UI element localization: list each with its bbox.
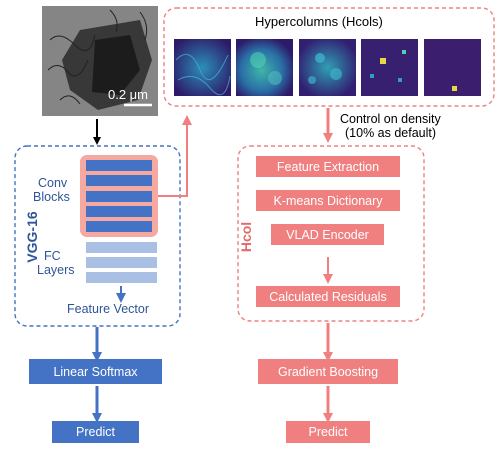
- kmeans-dictionary-box: K-means Dictionary: [256, 190, 400, 211]
- hypercolumns-box: [163, 7, 495, 107]
- hypercolumns-title: Hypercolumns (Hcols): [255, 14, 383, 29]
- vgg-box: [14, 145, 181, 327]
- density-note-line2: (10% as default): [345, 126, 437, 140]
- right-predict-box: Predict: [286, 421, 370, 443]
- hypercolumn-heatmaps: [174, 39, 481, 96]
- vgg-label: VGG-16: [24, 211, 40, 263]
- conv-label-line1: Conv: [38, 176, 68, 190]
- vlad-encoder-box: VLAD Encoder: [271, 224, 384, 245]
- fc-layer-1: [86, 242, 157, 253]
- linear-softmax-box: Linear Softmax: [29, 359, 162, 384]
- density-note-line1: Control on density: [340, 112, 441, 126]
- left-predict-box: Predict: [52, 421, 139, 443]
- hcol-label: Hcol: [238, 221, 254, 253]
- hcol-box: [237, 145, 425, 322]
- gradient-boosting-box: Gradient Boosting: [258, 359, 398, 384]
- scale-bar-label: 0.2 μm: [108, 87, 149, 102]
- calculated-residuals-box: Calculated Residuals: [256, 286, 400, 307]
- conv-label-line2: Blocks: [33, 190, 70, 204]
- feature-extraction-box: Feature Extraction: [256, 156, 400, 177]
- fc-layer-3: [86, 272, 157, 283]
- feature-vector-label: Feature Vector: [67, 302, 149, 316]
- fc-layer-2: [86, 257, 157, 268]
- tem-micrograph: [42, 6, 158, 116]
- fc-label-line1: FC: [44, 249, 61, 263]
- fc-label-line2: Layers: [37, 263, 75, 277]
